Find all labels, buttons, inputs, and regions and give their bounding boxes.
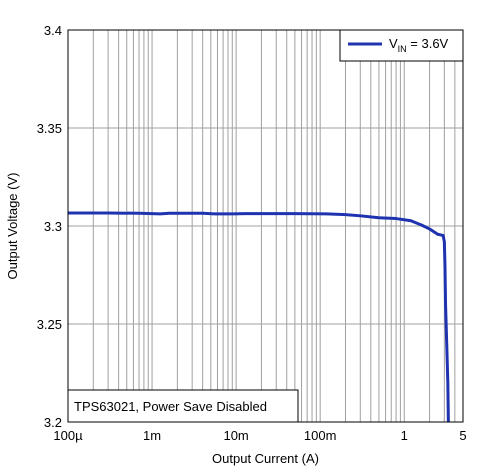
legend-label: VIN = 3.6V: [389, 36, 449, 54]
legend-label-main: V: [389, 36, 398, 51]
annotation-text: TPS63021, Power Save Disabled: [74, 399, 267, 414]
legend: VIN = 3.6V: [339, 29, 464, 62]
legend-label-suffix: = 3.6V: [407, 36, 449, 51]
x-tick-labels: 100µ 1m 10m 100m 1 5: [53, 428, 466, 443]
y-tick-label: 3.2: [44, 415, 62, 430]
legend-label-subscript: IN: [398, 44, 407, 54]
y-tick-label: 3.4: [44, 23, 62, 38]
x-tick-label: 100m: [304, 428, 337, 443]
x-axis-title: Output Current (A): [212, 451, 319, 466]
annotation: TPS63021, Power Save Disabled: [67, 389, 299, 423]
y-tick-label: 3.25: [37, 317, 62, 332]
grid-lines: [68, 30, 463, 422]
x-tick-label: 1: [401, 428, 408, 443]
annotation-box: [67, 389, 299, 423]
x-tick-label: 10m: [223, 428, 248, 443]
y-tick-labels: 3.2 3.25 3.3 3.35 3.4: [37, 23, 62, 430]
y-tick-label: 3.3: [44, 219, 62, 234]
x-tick-label: 1m: [143, 428, 161, 443]
y-tick-label: 3.35: [37, 121, 62, 136]
y-axis-title: Output Voltage (V): [5, 173, 20, 280]
x-tick-label: 5: [459, 428, 466, 443]
series-line: [68, 211, 450, 423]
series-layer: [68, 211, 450, 423]
x-tick-label: 100µ: [53, 428, 83, 443]
